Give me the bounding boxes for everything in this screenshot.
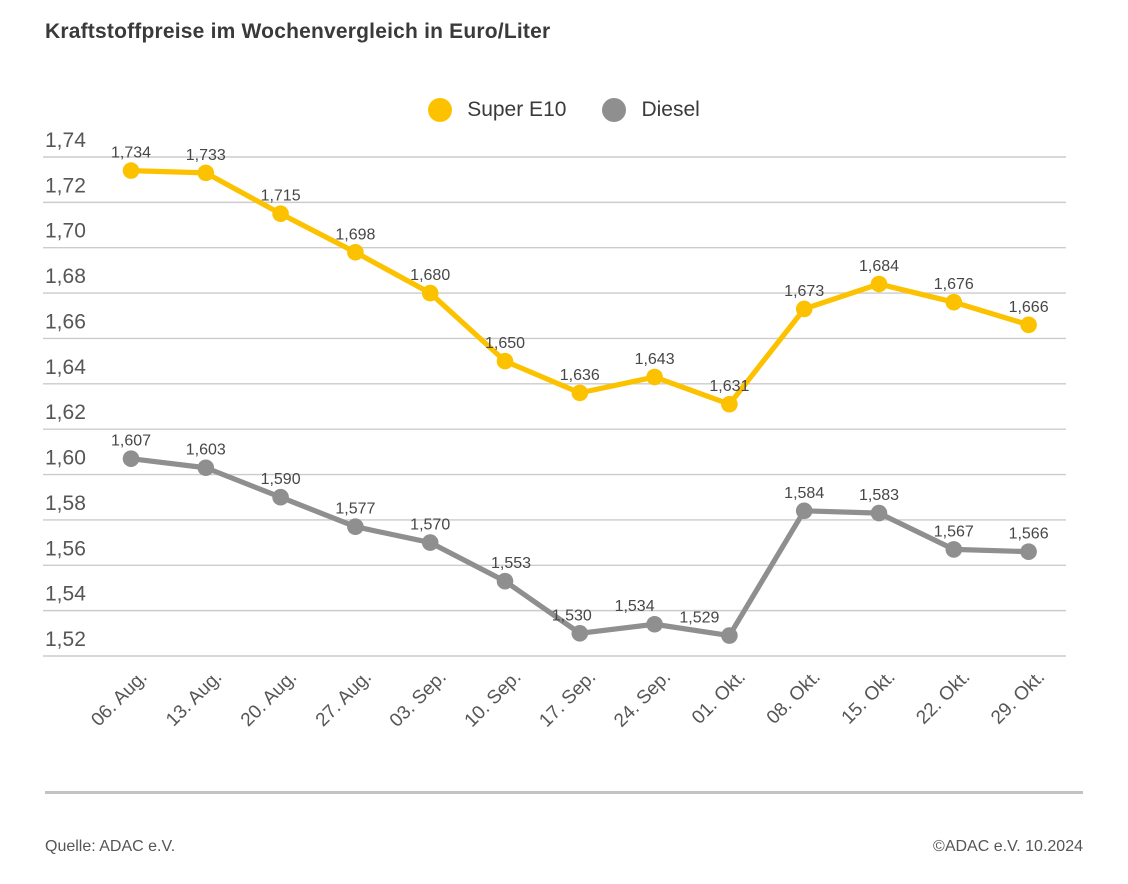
chart-legend: Super E10 Diesel: [0, 98, 1128, 122]
x-tick-label: 20. Aug.: [237, 667, 301, 731]
data-point-label-diesel: 1,534: [615, 598, 655, 615]
data-point-label-diesel: 1,567: [934, 523, 974, 540]
data-point-label-diesel: 1,603: [186, 442, 226, 459]
x-tick-label: 06. Aug.: [87, 667, 151, 731]
data-point-marker-super-e10: [122, 162, 140, 179]
data-point-label-super-e10: 1,666: [1009, 299, 1049, 316]
data-point-label-super-e10: 1,650: [485, 335, 525, 352]
x-tick-label: 10. Sep.: [461, 667, 526, 732]
x-tick-label: 22. Okt.: [912, 667, 974, 729]
data-point-marker-super-e10: [795, 300, 813, 318]
data-point-marker-super-e10: [421, 284, 439, 302]
x-tick-label: 01. Okt.: [688, 667, 750, 729]
diesel-legend-dot-icon: [602, 98, 627, 122]
y-tick-label: 1,62: [45, 401, 86, 424]
fuel-price-line-chart: 1,74 1,72 1,70 1,68 1,66 1,64 1,62 1,60 1,58 1,56…: [43, 130, 1066, 732]
data-point-label-super-e10: 1,698: [335, 226, 375, 243]
data-point-marker-super-e10: [347, 243, 364, 261]
data-point-marker-super-e10: [870, 275, 888, 293]
data-point-label-diesel: 1,607: [111, 433, 151, 450]
data-point-label-super-e10: 1,734: [111, 145, 151, 162]
data-point-label-diesel: 1,590: [261, 471, 301, 488]
data-point-marker-diesel: [1020, 543, 1037, 560]
x-tick-label: 13. Aug.: [162, 667, 226, 731]
legend-item-super-e10: Super E10: [428, 98, 566, 122]
data-point-label-diesel: 1,570: [410, 517, 450, 534]
data-point-marker-super-e10: [197, 164, 215, 182]
x-tick-label: 03. Sep.: [386, 667, 451, 732]
y-tick-label: 1,56: [45, 537, 86, 560]
data-point-marker-super-e10: [272, 205, 289, 223]
data-point-marker-diesel: [347, 518, 364, 536]
y-tick-label: 1,64: [45, 356, 86, 379]
data-point-label-super-e10: 1,673: [784, 283, 824, 300]
data-point-marker-diesel: [421, 534, 439, 551]
y-tick-label: 1,66: [45, 310, 86, 333]
page-title: Kraftstoffpreise im Wochenvergleich in E…: [45, 20, 551, 43]
data-point-marker-diesel: [721, 627, 738, 644]
data-point-marker-super-e10: [721, 395, 738, 413]
data-point-marker-diesel: [571, 625, 589, 642]
data-point-label-super-e10: 1,684: [859, 258, 899, 275]
data-point-label-super-e10: 1,631: [709, 378, 749, 395]
y-tick-label: 1,70: [45, 220, 86, 243]
x-tick-label: 17. Sep.: [535, 667, 600, 732]
data-point-label-diesel: 1,577: [335, 501, 375, 518]
data-point-marker-super-e10: [496, 352, 514, 370]
data-point-label-super-e10: 1,680: [410, 267, 450, 284]
data-point-label-diesel: 1,584: [784, 485, 824, 502]
data-point-label-diesel: 1,566: [1009, 526, 1049, 543]
source-text: Quelle: ADAC e.V.: [45, 838, 176, 855]
data-point-label-super-e10: 1,733: [186, 147, 226, 164]
y-tick-label: 1,74: [45, 130, 86, 152]
x-tick-label: 29. Okt.: [987, 667, 1049, 729]
data-point-label-super-e10: 1,715: [261, 188, 301, 205]
x-tick-label: 15. Okt.: [838, 667, 900, 729]
footer: Quelle: ADAC e.V. ©ADAC e.V. 10.2024: [45, 838, 1083, 856]
data-point-marker-diesel: [496, 572, 514, 590]
y-tick-label: 1,54: [45, 583, 86, 606]
data-point-marker-diesel: [945, 541, 963, 558]
data-point-marker-diesel: [122, 450, 140, 467]
data-point-marker-super-e10: [646, 368, 663, 386]
data-point-marker-diesel: [795, 502, 813, 520]
data-point-marker-super-e10: [571, 384, 589, 402]
data-point-label-super-e10: 1,676: [934, 276, 974, 293]
data-point-label-super-e10: 1,636: [560, 367, 600, 384]
y-tick-label: 1,72: [45, 174, 86, 197]
copyright-text: ©ADAC e.V. 10.2024: [933, 838, 1083, 855]
legend-label-diesel: Diesel: [641, 98, 700, 121]
x-tick-label: 27. Aug.: [312, 667, 376, 731]
data-point-marker-diesel: [197, 459, 215, 477]
legend-label-super-e10: Super E10: [467, 98, 567, 121]
data-point-label-diesel: 1,583: [859, 487, 899, 504]
y-tick-label: 1,60: [45, 447, 86, 470]
data-point-label-super-e10: 1,643: [635, 351, 675, 368]
data-point-marker-diesel: [272, 488, 289, 506]
y-tick-label: 1,52: [45, 628, 86, 651]
x-tick-label: 08. Okt.: [763, 667, 825, 729]
data-point-marker-super-e10: [1020, 316, 1037, 334]
super-e10-legend-dot-icon: [428, 98, 453, 122]
footer-divider: [45, 791, 1083, 794]
legend-item-diesel: Diesel: [602, 98, 700, 122]
y-tick-label: 1,68: [45, 265, 86, 288]
data-point-marker-diesel: [646, 615, 663, 633]
data-point-label-diesel: 1,553: [491, 555, 531, 572]
y-tick-label: 1,58: [45, 492, 86, 515]
data-point-label-diesel: 1,529: [679, 610, 719, 627]
data-point-label-diesel: 1,530: [552, 607, 592, 624]
data-point-marker-super-e10: [945, 293, 963, 311]
x-tick-label: 24. Sep.: [610, 667, 675, 732]
data-point-marker-diesel: [870, 504, 888, 522]
